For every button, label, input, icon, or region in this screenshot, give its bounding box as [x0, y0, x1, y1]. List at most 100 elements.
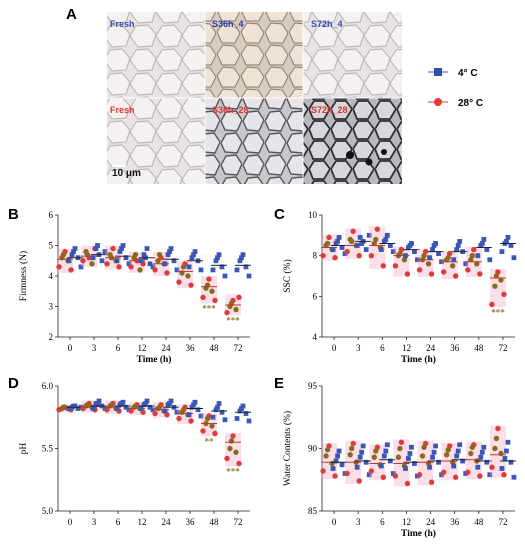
- chart-d-point-4c: [174, 409, 180, 415]
- chart-c-point-4c: [499, 249, 505, 254]
- chart-c-point-28c: [348, 238, 355, 245]
- legend-label-28c: 28° C: [458, 98, 483, 109]
- chart-c-point-28c: [324, 240, 331, 247]
- chart-c-point-28c: [492, 283, 498, 289]
- micrograph-s36h-28c: [205, 98, 303, 184]
- scale-bar-label: 10 μm: [112, 168, 141, 179]
- chart-d-point-4c: [119, 401, 124, 406]
- chart-b-point-28c: [156, 251, 163, 258]
- chart-c-point-4c: [363, 247, 369, 252]
- micrograph-s72h-4c: [303, 12, 402, 98]
- chart-d-point-4c: [71, 403, 76, 409]
- chart-e-ytick-label: 85: [308, 506, 318, 516]
- chart-b-point-4c: [165, 252, 171, 258]
- chart-b-point-28c: [185, 273, 191, 279]
- chart-c-point-4c: [357, 234, 363, 240]
- micrograph-label-0: Fresh: [110, 19, 135, 29]
- chart-e-point-4c: [505, 439, 511, 445]
- micrograph-label-4: S36h_28: [212, 105, 249, 115]
- chart-b-point-28c: [80, 258, 86, 264]
- chart-d-point-4c: [191, 402, 196, 408]
- chart-e-point-4c: [403, 466, 408, 471]
- chart-c-point-4c: [335, 239, 340, 244]
- chart-b-point-4c: [186, 264, 192, 270]
- chart-b-point-28c: [116, 264, 122, 270]
- chart-b-point-4c: [117, 249, 123, 254]
- chart-e-point-28c: [440, 469, 447, 475]
- chart-d-point-4c: [186, 412, 192, 418]
- chart-d-point-28c: [227, 445, 233, 452]
- chart-e-point-4c: [479, 449, 485, 455]
- chart-b-xtick-label: 0: [68, 343, 73, 353]
- chart-e-point-4c: [333, 458, 339, 464]
- chart-b-point-28c: [104, 261, 110, 267]
- chart-b-point-4c: [215, 255, 220, 261]
- chart-d-point-4c: [234, 416, 240, 421]
- micrograph-label-2: S72h_4: [311, 19, 343, 29]
- chart-b-point-28c: [206, 276, 212, 282]
- chart-c-point-4c: [403, 253, 408, 259]
- chart-c-xtick-label: 36: [450, 343, 460, 353]
- chart-c-point-28c: [392, 263, 399, 269]
- chart-e-point-28c: [493, 435, 500, 442]
- chart-c-significance: ***: [491, 307, 505, 317]
- chart-e-point-4c: [354, 464, 360, 470]
- chart-c-point-28c: [449, 263, 456, 269]
- legend-marker-28c: [434, 98, 442, 106]
- chart-e-point-28c: [324, 447, 331, 453]
- chart-e-xtick-label: 24: [426, 517, 436, 527]
- chart-d-point-4c: [240, 403, 246, 409]
- chart-c-point-28c: [356, 252, 362, 259]
- chart-b-significance: ***: [202, 303, 216, 313]
- chart-e-point-4c: [508, 459, 514, 465]
- chart-c-point-4c: [457, 239, 463, 244]
- chart-d-point-4c: [239, 406, 244, 411]
- chart-d-point-4c: [114, 406, 120, 411]
- chart-e-point-28c: [465, 469, 471, 475]
- chart-d-point-28c: [84, 402, 91, 408]
- chart-d-point-4c: [138, 406, 144, 411]
- panel-e-letter: E: [274, 375, 284, 392]
- chart-c-point-4c: [383, 237, 389, 242]
- chart-c-xtick-label: 3: [356, 343, 361, 353]
- chart-d-point-4c: [192, 399, 198, 405]
- chart-b-point-28c: [224, 309, 230, 316]
- chart-c-point-28c: [421, 252, 427, 259]
- chart-e-point-4c: [330, 466, 336, 471]
- chart-b-ytick-label: 3: [49, 302, 54, 312]
- chart-d-point-4c: [66, 406, 72, 411]
- chart-c-point-28c: [368, 252, 375, 259]
- chart-d-significance: **: [205, 437, 215, 447]
- chart-c-point-4c: [430, 247, 435, 252]
- chart-d-point-4c: [237, 408, 243, 414]
- chart-d-point-28c: [224, 455, 230, 462]
- chart-e-xtick-label: 48: [474, 517, 484, 527]
- chart-d-point-28c: [209, 423, 215, 429]
- chart-c-point-28c: [373, 236, 379, 243]
- chart-e-point-4c: [357, 454, 363, 460]
- chart-c-point-4c: [436, 251, 441, 257]
- chart-e-point-4c: [360, 443, 366, 449]
- chart-d-point-4c: [213, 407, 219, 413]
- chart-c-halo-28c: [369, 226, 386, 269]
- chart-c-point-4c: [387, 243, 393, 248]
- chart-d-point-28c: [104, 407, 110, 413]
- chart-b-point-28c: [89, 261, 95, 267]
- chart-b-point-28c: [236, 294, 242, 301]
- chart-b-point-4c: [213, 258, 219, 264]
- chart-b-point-28c: [137, 267, 143, 273]
- chart-d-xtick-label: 3: [92, 517, 97, 527]
- chart-c-point-4c: [484, 247, 490, 252]
- chart-b-point-4c: [189, 255, 195, 261]
- chart-c-point-4c: [384, 232, 390, 238]
- chart-e-point-4c: [336, 448, 342, 454]
- chart-d-point-4c: [168, 398, 174, 404]
- chart-b-point-4c: [222, 273, 228, 279]
- chart-e-point-28c: [348, 445, 355, 452]
- chart-c-point-4c: [330, 247, 336, 252]
- chart-d-xtick-label: 36: [186, 517, 196, 527]
- chart-b-point-4c: [120, 243, 126, 248]
